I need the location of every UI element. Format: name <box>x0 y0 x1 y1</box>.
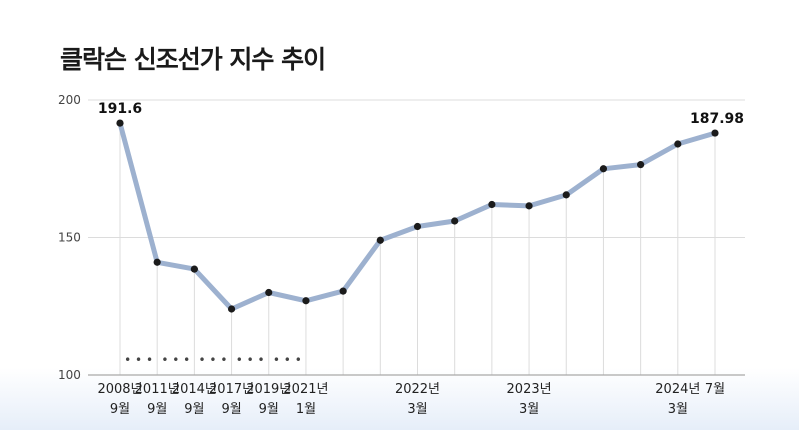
x-tick-label: 2008년 <box>97 382 142 397</box>
x-tick-label: 3월 <box>519 402 539 417</box>
chart-title: 클락슨 신조선가 지수 추이 <box>60 45 326 74</box>
data-point <box>339 287 347 295</box>
x-tick-label: 3월 <box>407 402 427 417</box>
x-tick-label: 3월 <box>668 402 688 417</box>
data-point <box>153 258 161 266</box>
data-point <box>488 200 496 209</box>
axis-break-marker: • • • <box>273 353 302 367</box>
x-tick-label: 7월 <box>705 382 725 397</box>
data-point <box>637 161 645 169</box>
axis-break-marker: • • • <box>124 353 153 367</box>
x-tick-label: 2014년 <box>172 382 217 397</box>
data-point <box>525 202 533 210</box>
x-tick-label: 2023년 <box>507 382 552 397</box>
x-tick-label: 2017년 <box>209 382 254 397</box>
data-point <box>116 119 124 127</box>
data-point <box>413 222 422 231</box>
data-point <box>376 236 384 244</box>
y-tick-label: 200 <box>58 93 81 107</box>
x-tick-label: 1월 <box>296 402 316 417</box>
y-tick-label: 100 <box>58 368 81 382</box>
x-tick-label: 2019년 <box>246 382 291 397</box>
data-point <box>562 191 570 199</box>
x-tick-label: 2021년 <box>283 382 328 397</box>
x-tick-label: 2022년 <box>395 382 440 397</box>
data-point <box>451 217 459 225</box>
data-point <box>265 288 273 297</box>
bottom-band <box>0 368 799 430</box>
data-label: 187.98 <box>690 111 744 127</box>
x-tick-label: 2011년 <box>135 382 180 397</box>
x-tick-label: 2024년 <box>655 382 700 397</box>
x-tick-label: 9월 <box>259 402 279 417</box>
x-tick-label: 9월 <box>221 402 241 417</box>
y-tick-label: 150 <box>58 231 81 245</box>
data-point <box>711 129 719 137</box>
data-point <box>674 140 682 148</box>
data-label: 191.6 <box>98 101 142 117</box>
x-tick-label: 9월 <box>184 402 204 417</box>
axis-break-marker: • • • <box>199 353 228 367</box>
axis-break-marker: • • • <box>236 353 265 367</box>
data-point <box>302 297 310 305</box>
data-point <box>190 265 198 273</box>
data-point <box>227 305 236 313</box>
x-tick-label: 9월 <box>147 402 167 417</box>
data-point <box>599 165 608 173</box>
axis-break-marker: • • • <box>161 353 190 367</box>
x-tick-label: 9월 <box>110 402 130 417</box>
